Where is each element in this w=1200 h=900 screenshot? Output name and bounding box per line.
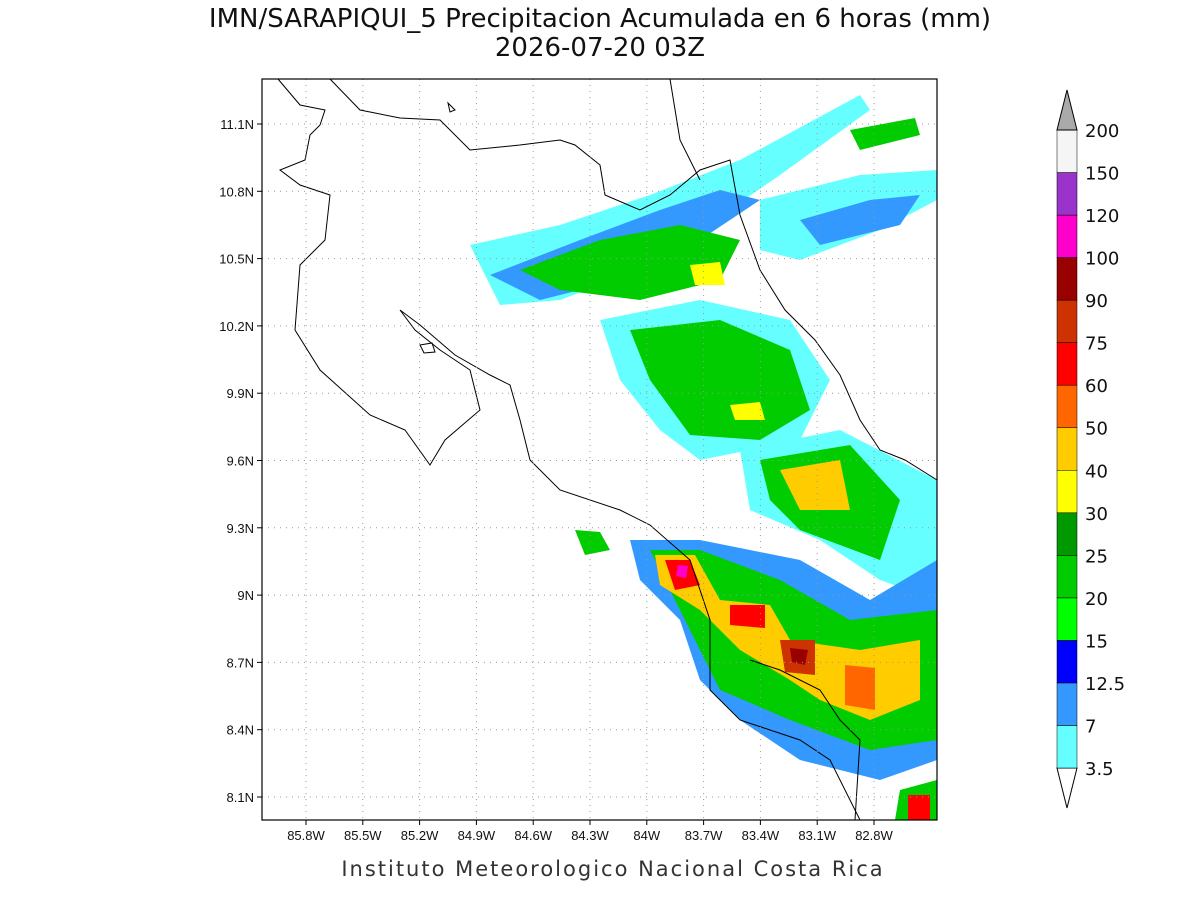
colorbar-swatch	[1056, 682, 1078, 726]
lat-label: 8.1N	[227, 790, 254, 805]
colorbar-swatch	[1056, 597, 1078, 641]
colorbar-label: 60	[1085, 376, 1108, 397]
colorbar-label: 100	[1085, 249, 1119, 270]
lat-label: 8.4N	[227, 723, 254, 738]
colorbar: 3.5 7 12.5 15 20 25 30 40 50 60 75 90 100 120 150 200	[1056, 89, 1125, 809]
lon-label: 83.1W	[798, 828, 836, 843]
lat-label: 9.3N	[227, 521, 254, 536]
colorbar-swatch	[1056, 427, 1078, 471]
lat-label: 11.1N	[220, 117, 254, 132]
colorbar-label: 7	[1085, 716, 1096, 737]
lon-label: 84W	[633, 828, 660, 843]
colorbar-swatch	[1056, 214, 1078, 258]
colorbar-label: 20	[1085, 589, 1108, 610]
map-frame	[261, 78, 938, 821]
lon-label: 85.2W	[401, 828, 439, 843]
title: IMN/SARAPIQUI_5 Precipitacion Acumulada …	[209, 4, 991, 34]
map-area	[257, 78, 938, 825]
colorbar-swatch	[1056, 725, 1078, 769]
lat-label: 9N	[237, 588, 254, 603]
lat-label: 9.6N	[227, 454, 254, 469]
colorbar-label: 150	[1085, 164, 1119, 185]
lat-label: 10.5N	[219, 252, 254, 267]
colorbar-label: 120	[1085, 206, 1119, 227]
colorbar-label: 15	[1085, 631, 1108, 652]
colorbar-label: 30	[1085, 504, 1108, 525]
lat-label: 8.7N	[227, 655, 254, 670]
lon-label: 83.4W	[742, 828, 780, 843]
subtitle: 2026-07-20 03Z	[495, 33, 705, 63]
colorbar-swatch	[1056, 640, 1078, 684]
coastlines	[277, 78, 938, 821]
colorbar-label: 40	[1085, 461, 1108, 482]
precip-fields	[470, 95, 937, 820]
colorbar-label: 25	[1085, 546, 1108, 567]
grid-lines	[257, 79, 937, 825]
colorbar-label: 50	[1085, 419, 1108, 440]
colorbar-swatch	[1056, 172, 1078, 216]
lat-label: 10.8N	[219, 184, 254, 199]
colorbar-swatch	[1056, 342, 1078, 386]
colorbar-label: 90	[1085, 291, 1108, 312]
lon-label: 84.6W	[514, 828, 552, 843]
colorbar-under	[1056, 767, 1078, 809]
colorbar-label: 12.5	[1085, 674, 1125, 695]
lat-label: 9.9N	[227, 386, 254, 401]
lon-label: 85.5W	[344, 828, 382, 843]
colorbar-swatch	[1056, 470, 1078, 514]
colorbar-swatch	[1056, 512, 1078, 556]
footer: Instituto Meteorologico Nacional Costa R…	[341, 857, 884, 881]
lon-label: 84.3W	[571, 828, 609, 843]
colorbar-swatch	[1056, 257, 1078, 301]
colorbar-swatch	[1056, 299, 1078, 343]
lon-label: 85.8W	[287, 828, 325, 843]
lon-label: 84.9W	[458, 828, 496, 843]
lon-label: 83.7W	[685, 828, 723, 843]
colorbar-label: 200	[1085, 121, 1119, 142]
lon-label: 82.8W	[855, 828, 893, 843]
colorbar-label: 75	[1085, 334, 1108, 355]
colorbar-swatch	[1056, 555, 1078, 599]
colorbar-swatch	[1056, 384, 1078, 428]
colorbar-label: 3.5	[1085, 759, 1114, 780]
colorbar-swatch	[1056, 129, 1078, 173]
colorbar-over	[1056, 89, 1078, 131]
lat-label: 10.2N	[219, 319, 254, 334]
